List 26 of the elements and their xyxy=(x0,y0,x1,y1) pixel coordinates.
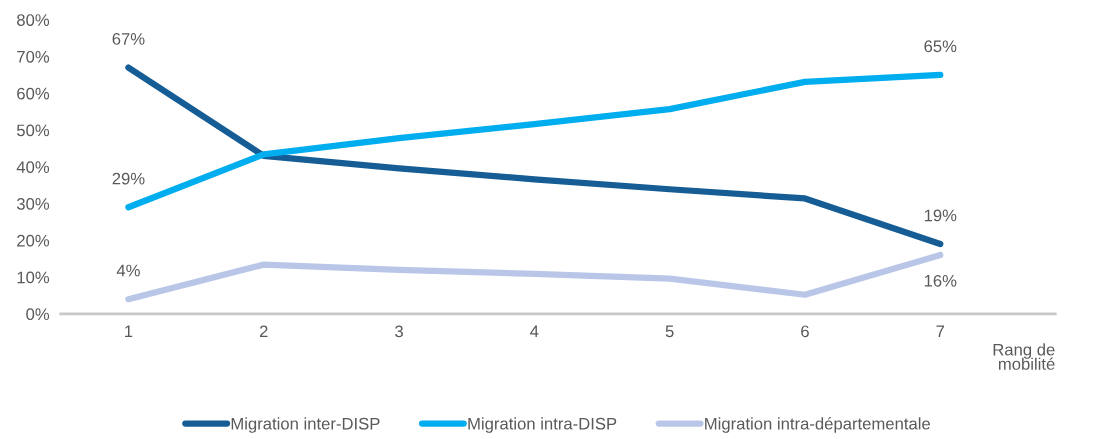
data-label: 65% xyxy=(924,40,957,53)
y-tick-label: 30% xyxy=(16,197,50,210)
x-tick-label: 4 xyxy=(530,325,539,338)
x-axis-title: Rang de mobilité xyxy=(993,343,1055,370)
data-label: 29% xyxy=(112,172,145,185)
y-tick-label: 50% xyxy=(16,124,50,137)
y-tick-label: 80% xyxy=(17,14,50,26)
data-label: 16% xyxy=(924,274,957,287)
y-tick-label: 20% xyxy=(17,234,50,247)
x-tick-label: 3 xyxy=(395,325,403,338)
y-tick-label: 40% xyxy=(16,161,50,174)
x-tick-label: 1 xyxy=(125,325,133,338)
x-tick-label: 2 xyxy=(259,325,268,338)
x-tick-label: 6 xyxy=(801,325,809,338)
x-tick-label: 7 xyxy=(936,325,945,338)
x-tick-label: 5 xyxy=(665,325,674,338)
y-tick-label: 70% xyxy=(17,50,50,63)
legend-label: Migration intra-départementale xyxy=(705,417,930,433)
y-tick-label: 10% xyxy=(17,271,50,284)
data-label: 4% xyxy=(116,264,140,277)
y-tick-label: 0% xyxy=(26,308,50,321)
legend-label: Migration intra-DISP xyxy=(468,417,617,433)
y-tick-label: 60% xyxy=(17,87,50,100)
legend-label: Migration inter-DISP xyxy=(231,417,380,433)
data-label: 67% xyxy=(112,33,145,45)
data-label: 19% xyxy=(924,209,957,222)
